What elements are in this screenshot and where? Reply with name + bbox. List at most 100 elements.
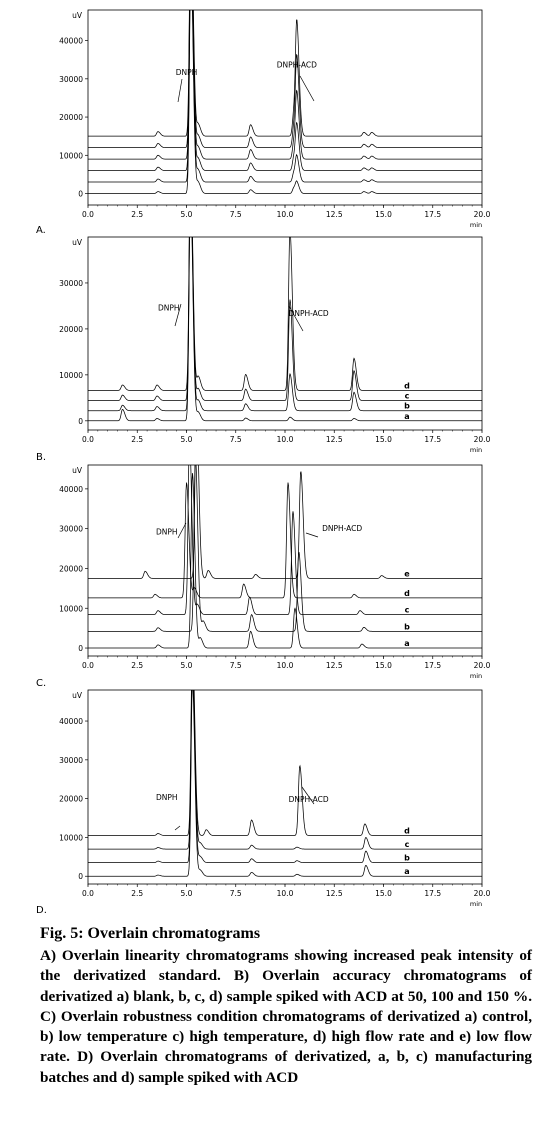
- series-label: a: [404, 412, 409, 421]
- y-tick-label: 40000: [59, 485, 83, 494]
- y-tick-label: 0: [78, 872, 83, 881]
- plot-frame: [87, 689, 483, 885]
- chromatogram-trace-d: [88, 237, 482, 391]
- y-tick-label: 20000: [59, 325, 83, 334]
- chart-panel-c: 0 10000 20000 30000 40000 uV 0.0 2.5 5.0 7.5 10.0 1…: [36, 464, 491, 689]
- series-label: d: [404, 827, 410, 836]
- annotation-leader-line: [174, 825, 181, 831]
- x-tick-label: 10.0: [277, 210, 294, 219]
- x-tick-label: 10.0: [277, 889, 294, 898]
- annotation-leader-line: [305, 532, 319, 538]
- chromatogram-trace-c: [88, 237, 482, 401]
- plot-frame: [87, 464, 483, 657]
- x-tick-label: 0.0: [82, 889, 94, 898]
- chromatogram-trace-b: [88, 690, 482, 864]
- chromatogram-trace-a: [88, 690, 482, 877]
- x-tick-label: 2.5: [131, 435, 143, 444]
- x-axis-label: min: [470, 900, 482, 908]
- series-label: d: [404, 589, 410, 598]
- panel-label: C.: [36, 678, 46, 689]
- series-label: d: [404, 381, 410, 390]
- x-tick-label: 20.0: [474, 435, 491, 444]
- annotation-leader-line: [288, 305, 304, 332]
- x-tick-label: 12.5: [326, 435, 343, 444]
- x-tick-label: 2.5: [131, 661, 143, 670]
- x-axis-label: min: [470, 221, 482, 229]
- chromatogram-trace-series-2: [88, 10, 482, 183]
- y-tick-label: 30000: [59, 756, 83, 765]
- x-tick-label: 17.5: [424, 435, 441, 444]
- y-tick-label: 30000: [59, 279, 83, 288]
- x-tick-label: 17.5: [424, 889, 441, 898]
- chromatogram-figure: 0 10000 20000 30000 40000 uV 0.0 2.5 5.0 7.5 10.0 1…: [36, 9, 491, 916]
- y-tick-label: 40000: [59, 37, 83, 46]
- x-tick-label: 5.0: [181, 210, 193, 219]
- chromatogram-trace-c: [88, 465, 482, 615]
- series-label: c: [405, 392, 410, 401]
- annotation-leader-line: [174, 303, 182, 327]
- series-label: a: [404, 639, 409, 648]
- chromatogram-trace-a: [88, 473, 482, 649]
- series-label: c: [405, 840, 410, 849]
- x-tick-label: 5.0: [181, 889, 193, 898]
- panel-label: D.: [36, 905, 47, 916]
- chromatogram-trace-d: [88, 482, 482, 599]
- series-label: c: [405, 606, 410, 615]
- y-tick-label: 40000: [59, 717, 83, 726]
- x-tick-label: 12.5: [326, 889, 343, 898]
- y-tick-label: 0: [78, 190, 83, 199]
- x-tick-label: 15.0: [375, 889, 392, 898]
- peak-annotation: DNPH-ACD: [277, 60, 317, 69]
- y-axis-label: uV: [72, 238, 83, 247]
- chromatogram-trace-c: [88, 690, 482, 850]
- x-tick-label: 15.0: [375, 435, 392, 444]
- peak-annotation: DNPH-ACD: [322, 524, 362, 533]
- annotation-leader-line: [177, 78, 183, 103]
- x-tick-label: 0.0: [82, 210, 94, 219]
- y-tick-label: 10000: [59, 151, 83, 160]
- x-tick-label: 12.5: [326, 210, 343, 219]
- annotation-leader-line: [299, 75, 315, 102]
- chromatogram-trace-series-5: [88, 10, 482, 149]
- x-tick-label: 10.0: [277, 435, 294, 444]
- figure-description: A) Overlain linearity chromatograms show…: [40, 947, 532, 1086]
- x-tick-label: 15.0: [375, 210, 392, 219]
- y-axis-label: uV: [72, 691, 83, 700]
- peak-annotation: DNPH: [158, 304, 180, 313]
- y-axis-label: uV: [72, 466, 83, 475]
- x-tick-label: 17.5: [424, 210, 441, 219]
- x-tick-label: 7.5: [230, 210, 242, 219]
- x-tick-label: 0.0: [82, 661, 94, 670]
- y-tick-label: 10000: [59, 833, 83, 842]
- chromatogram-trace-a: [88, 237, 482, 422]
- x-tick-label: 7.5: [230, 661, 242, 670]
- y-tick-label: 10000: [59, 604, 83, 613]
- series-label: e: [404, 569, 410, 578]
- chromatogram-trace-d: [88, 690, 482, 836]
- x-tick-label: 12.5: [326, 661, 343, 670]
- annotation-leader-line: [177, 522, 187, 539]
- x-tick-label: 7.5: [230, 435, 242, 444]
- x-tick-label: 15.0: [375, 661, 392, 670]
- chromatogram-trace-e: [88, 465, 482, 579]
- y-tick-label: 30000: [59, 75, 83, 84]
- trace-group: [88, 690, 482, 877]
- y-tick-label: 30000: [59, 525, 83, 534]
- x-tick-label: 17.5: [424, 661, 441, 670]
- x-tick-label: 10.0: [277, 661, 294, 670]
- x-tick-label: 0.0: [82, 435, 94, 444]
- trace-group: [88, 10, 482, 194]
- peak-annotation: DNPH: [156, 793, 178, 802]
- y-tick-label: 20000: [59, 564, 83, 573]
- peak-annotation: DNPH: [156, 528, 178, 537]
- series-label: a: [404, 867, 409, 876]
- chromatogram-trace-series-3: [88, 10, 482, 171]
- x-tick-label: 5.0: [181, 661, 193, 670]
- chart-panel-a: 0 10000 20000 30000 40000 uV 0.0 2.5 5.0 7.5 10.0 1…: [36, 9, 491, 236]
- panel-label: A.: [36, 225, 46, 236]
- plot-frame: [87, 236, 483, 431]
- x-tick-label: 5.0: [181, 435, 193, 444]
- x-axis-label: min: [470, 672, 482, 680]
- y-tick-label: 20000: [59, 113, 83, 122]
- y-tick-label: 10000: [59, 371, 83, 380]
